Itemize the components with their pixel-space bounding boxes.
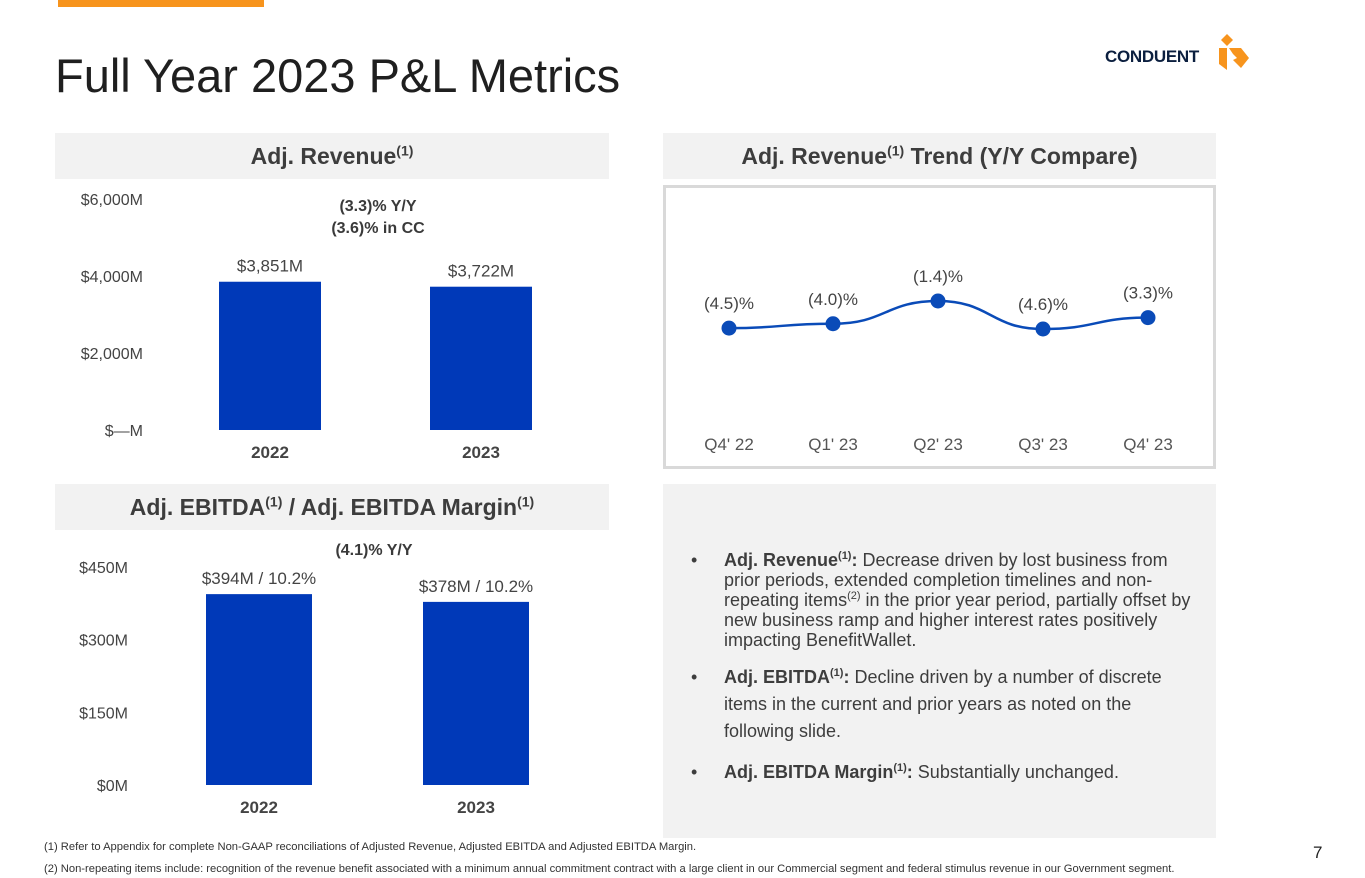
y-tick-label: $450M [79,560,128,577]
footnote-1: (1) Refer to Appendix for complete Non-G… [44,841,697,853]
trend-panel-header: Adj. Revenue(1) Trend (Y/Y Compare) [663,133,1216,179]
bullet-colon: : [906,762,913,782]
bullet-adj-ebitda: • Adj. EBITDA(1): Decline driven by a nu… [691,664,1196,745]
x-tick-label: Q1' 23 [808,435,858,454]
bullet-text: Decline driven by a number of discrete i… [724,667,1162,741]
trend-point-Q2' 23 [930,293,946,309]
page-title: Full Year 2023 P&L Metrics [55,49,621,102]
trend-panel-sup: (1) [887,142,905,159]
bullet-text: Substantially unchanged. [912,762,1119,782]
trend-data-label: (4.6)% [1018,295,1068,314]
trend-data-label: (1.4)% [913,267,963,286]
commentary-list: • Adj. Revenue(1): Decrease driven by lo… [691,550,1196,800]
ebitda-panel-sup-a: (1) [265,493,283,510]
bullet-colon: : [851,550,858,570]
logo-text: CONDUENT [1105,47,1199,66]
y-tick-label: $—M [105,423,143,440]
y-tick-label: $2,000M [81,346,143,363]
x-tick-label: 2023 [462,443,500,462]
bar-data-label: $3,722M [448,262,514,281]
bullet-colon: : [843,667,850,687]
conduent-logo: CONDUENT [1105,34,1255,76]
footnote-2: (2) Non-repeating items include: recogni… [44,863,1175,875]
bullet-text: Decrease driven by lost business from pr… [724,550,1168,610]
x-tick-label: Q4' 22 [704,435,754,454]
revenue-panel-header: Adj. Revenue(1) [55,133,609,179]
x-tick-label: Q4' 23 [1123,435,1173,454]
bullet-dot: • [691,550,698,570]
revenue-bar-chart: $—M $2,000M $4,000M $6,000M $3,851M 2022 $3,72… [81,192,532,462]
trend-data-label: (3.3)% [1123,284,1173,303]
x-tick-label: 2023 [457,798,495,817]
yoy-annotation: (4.1)% Y/Y [335,542,412,559]
x-tick-label: Q3' 23 [1018,435,1068,454]
bullet-adj-ebitda-margin: • Adj. EBITDA Margin(1): Substantially u… [691,759,1196,786]
bar-data-label: $378M / 10.2% [419,577,533,596]
trend-panel-title-a: Adj. Revenue [741,143,888,169]
ebitda-panel-title-a: Adj. EBITDA [129,494,266,520]
commentary-panel: • Adj. Revenue(1): Decrease driven by lo… [663,484,1216,838]
conduent-logo-icon [1219,34,1249,70]
bullet-label: Adj. Revenue [724,550,839,570]
revenue-panel-title: Adj. Revenue [250,143,397,169]
bullet-label: Adj. EBITDA [724,667,830,687]
accent-bar [58,0,264,7]
trend-point-Q3' 23 [1035,321,1051,337]
ebitda-panel-header: Adj. EBITDA(1) / Adj. EBITDA Margin(1) [55,484,609,530]
y-tick-label: $0M [97,778,128,795]
x-tick-label: 2022 [251,443,289,462]
trend-point-Q4' 23 [1140,310,1156,326]
trend-panel-title-b: Trend (Y/Y Compare) [904,143,1138,169]
revenue-panel-sup: (1) [396,142,414,159]
page-number: 7 [1313,843,1323,862]
bullet-sup: (1) [838,550,852,562]
y-tick-label: $4,000M [81,269,143,286]
bullet-adj-revenue: • Adj. Revenue(1): Decrease driven by lo… [691,550,1196,650]
trend-data-label: (4.5)% [704,294,754,313]
x-tick-label: Q2' 23 [913,435,963,454]
trend-point-Q4' 22 [721,320,737,336]
bar-data-label: $3,851M [237,257,303,276]
bar-data-label: $394M / 10.2% [202,569,316,588]
x-tick-label: 2022 [240,798,278,817]
bar-2023 [423,601,529,785]
bullet-text-continued: in the prior year period, partially offs… [724,590,1191,650]
bar-2023 [430,286,532,430]
y-tick-label: $6,000M [81,192,143,209]
revenue-trend-line-chart: (4.5)% Q4' 22 (4.0)% Q1' 23 (1.4)% Q2' 23 (4.6… [663,185,1216,469]
bullet-sup: (1) [893,762,907,774]
bullet-inner-sup: (2) [847,590,861,602]
trend-data-label: (4.0)% [808,290,858,309]
ebitda-panel-sup-b: (1) [517,493,535,510]
trend-point-Q1' 23 [825,316,841,332]
bullet-label: Adj. EBITDA Margin [724,762,894,782]
yoy-annotation: (3.3)% Y/Y [339,198,416,215]
ebitda-panel-title-b: / Adj. EBITDA Margin [282,494,518,520]
y-tick-label: $150M [79,705,128,722]
bar-2022 [206,594,312,785]
bar-2022 [219,281,321,430]
y-tick-label: $300M [79,633,128,650]
bullet-sup: (1) [830,667,844,679]
yoy-annotation: (3.6)% in CC [331,220,425,237]
bullet-dot: • [691,762,698,782]
ebitda-bar-chart: $0M $150M $300M $450M $394M / 10.2% 2022 $378M… [79,542,533,817]
bullet-dot: • [691,667,698,687]
